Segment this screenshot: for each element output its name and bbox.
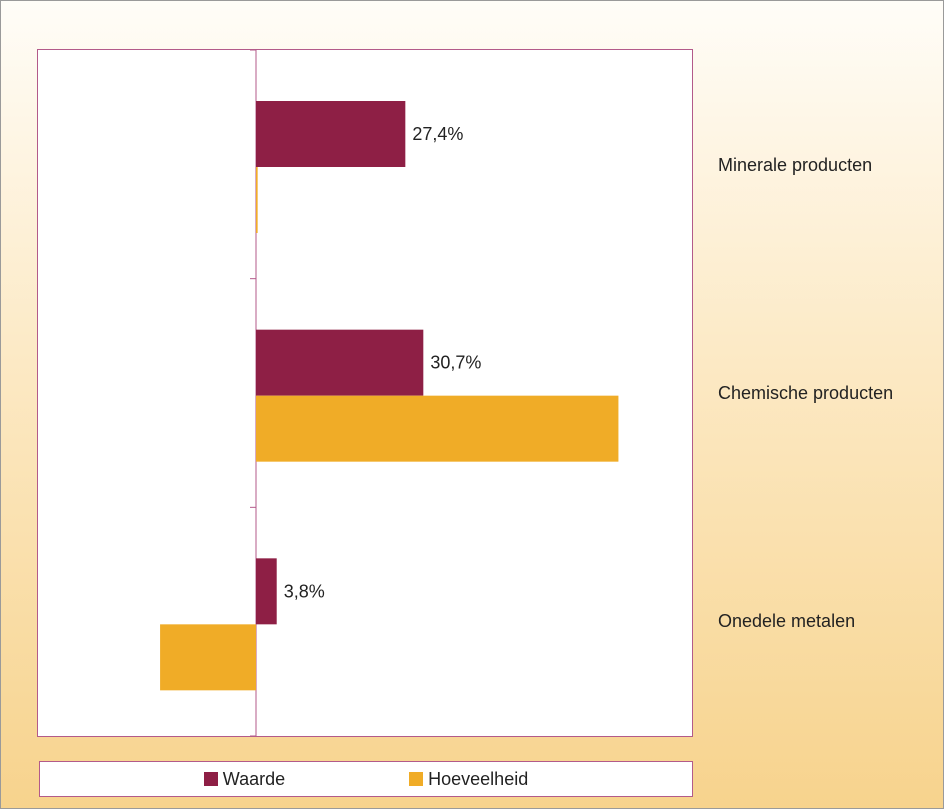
legend-label-hoeveelheid: Hoeveelheid [428, 768, 529, 789]
data-label-waarde-chemische-producten: 30,7% [430, 353, 481, 373]
category-label-onedele-metalen: Onedele metalen [718, 611, 856, 631]
category-label-chemische-producten: Chemische producten [718, 383, 894, 403]
legend-item-waarde: Waarde [203, 768, 286, 790]
category-label-minerale-producten: Minerale producten [718, 155, 873, 175]
bar-waarde-onedele-metalen [256, 558, 277, 625]
data-label-waarde-onedele-metalen: 3,8% [284, 581, 325, 601]
legend-label-waarde: Waarde [222, 768, 286, 789]
data-label-waarde-minerale-producten: 27,4% [412, 124, 463, 144]
bar-hoeveelheid-minerale-producten [256, 167, 258, 233]
bar-waarde-chemische-producten [256, 329, 424, 396]
legend-item-hoeveelheid: Hoeveelheid [409, 769, 528, 790]
legend: Waarde Hoeveelheid [39, 761, 693, 797]
bar-hoeveelheid-chemische-producten [256, 395, 619, 462]
bar-hoeveelheid-onedele-metalen [160, 624, 256, 691]
legend-swatch-hoeveelheid [409, 772, 424, 786]
legend-swatch-waarde [203, 772, 218, 786]
bar-waarde-minerale-producten [256, 101, 406, 167]
